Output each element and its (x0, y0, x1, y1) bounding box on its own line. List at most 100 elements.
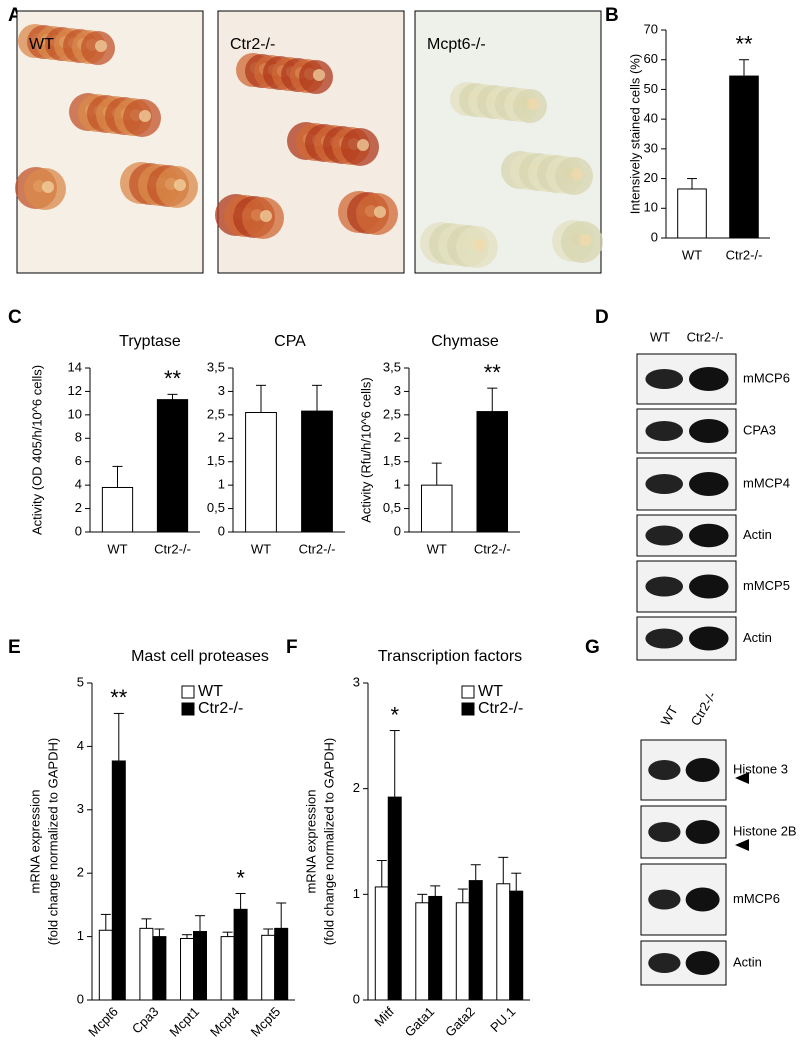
micrograph-label: Ctr2-/- (230, 36, 275, 53)
x-tick-label: Mcpt5 (248, 1004, 284, 1040)
y-axis-label: mRNA expression (303, 789, 318, 893)
bar (220, 936, 235, 1001)
bar (98, 929, 113, 1001)
y-tick-label: 2 (75, 500, 82, 515)
y-tick-label: 1 (353, 886, 360, 901)
y-tick-label: 1,5 (207, 453, 225, 468)
y-tick-label: 3 (353, 674, 360, 689)
bar (476, 411, 509, 533)
cell-core (474, 239, 486, 251)
band (648, 760, 681, 780)
panel-label: E (8, 637, 21, 658)
panel-label: C (8, 307, 22, 328)
chart-title: Transcription factors (378, 648, 522, 665)
bar (496, 883, 511, 1001)
y-tick-label: 70 (644, 21, 658, 36)
y-tick-label: 0,5 (383, 500, 401, 515)
y-tick-label: 0 (218, 523, 225, 538)
lane-label: WT (650, 329, 670, 344)
cell-core (95, 40, 107, 52)
y-tick-label: 2 (218, 430, 225, 445)
chart-title: CPA (274, 333, 306, 350)
bar (468, 880, 483, 1001)
band-label: mMCP6 (743, 370, 790, 385)
y-tick-label: 14 (68, 359, 82, 374)
cell-core (374, 206, 386, 218)
lane-label: WT (658, 703, 681, 728)
panel-label: D (595, 307, 609, 328)
y-tick-label: 30 (644, 140, 658, 155)
band-label: Actin (743, 630, 772, 645)
bar (374, 886, 389, 1001)
bar (245, 412, 277, 533)
band-label: mMCP6 (733, 891, 780, 906)
band (648, 822, 681, 842)
band-label: mMCP5 (743, 578, 790, 593)
x-tick-label: Gata1 (402, 1004, 438, 1040)
band (688, 626, 729, 651)
y-tick-label: 2 (353, 780, 360, 795)
y-tick-label: 0,5 (207, 500, 225, 515)
band (648, 953, 681, 973)
band-label: CPA3 (743, 422, 776, 437)
y-tick-label: 12 (68, 383, 82, 398)
chart-title: Chymase (431, 333, 499, 350)
x-tick-label: Mcpt1 (166, 1004, 202, 1040)
annotation: * (236, 865, 245, 890)
y-tick-label: 20 (644, 170, 658, 185)
bar (233, 908, 248, 1001)
chart-title: Mast cell proteases (131, 648, 269, 665)
annotation: * (390, 702, 399, 727)
y-tick-label: 3 (218, 383, 225, 398)
arrowhead (735, 839, 749, 851)
cell-core (357, 139, 369, 151)
x-tick-label: PU.1 (487, 1004, 518, 1035)
y-tick-label: 1 (218, 477, 225, 492)
y-tick-label: 10 (644, 200, 658, 215)
cell-core (139, 110, 151, 122)
x-tick-label: Gata2 (442, 1004, 478, 1040)
bar (180, 938, 194, 1001)
cell-core (527, 98, 539, 110)
x-tick-label: Cpa3 (129, 1004, 162, 1037)
band (645, 525, 684, 546)
y-tick-label: 0 (77, 991, 84, 1006)
x-tick-label: Ctr2-/- (474, 541, 511, 556)
y-tick-label: 1 (394, 477, 401, 492)
annotation: ** (164, 366, 182, 391)
y-axis-label: (fold change normalized to GAPDH) (321, 738, 336, 945)
panel-label: F (286, 637, 298, 658)
x-tick-label: Mitf (371, 1004, 397, 1030)
y-tick-label: 2 (394, 430, 401, 445)
band-label: Histone 2B (733, 823, 797, 838)
x-tick-label: Ctr2-/- (299, 541, 336, 556)
x-tick-label: Mcpt4 (207, 1004, 243, 1040)
y-tick-label: 10 (68, 406, 82, 421)
band (645, 628, 684, 649)
lane-label: Ctr2-/- (688, 689, 719, 728)
chart-title: Tryptase (119, 333, 181, 350)
bar (428, 895, 443, 1001)
bar (274, 927, 289, 1001)
y-tick-label: 1 (77, 928, 84, 943)
bar (677, 188, 707, 239)
cell-core (42, 181, 54, 193)
band (688, 472, 729, 496)
bar (139, 927, 154, 1001)
x-tick-label: WT (251, 541, 271, 556)
x-tick-label: WT (682, 247, 702, 262)
y-tick-label: 50 (644, 81, 658, 96)
band (685, 758, 720, 782)
bar (387, 796, 402, 1001)
annotation: ** (110, 685, 128, 710)
y-tick-label: 3,5 (207, 359, 225, 374)
y-tick-label: 0 (353, 991, 360, 1006)
legend-swatch (181, 685, 195, 699)
y-tick-label: 3 (394, 383, 401, 398)
annotation: ** (484, 360, 502, 385)
x-tick-label: Ctr2-/- (726, 247, 763, 262)
y-tick-label: 5 (77, 674, 84, 689)
bar (509, 890, 524, 1001)
y-tick-label: 2,5 (207, 406, 225, 421)
